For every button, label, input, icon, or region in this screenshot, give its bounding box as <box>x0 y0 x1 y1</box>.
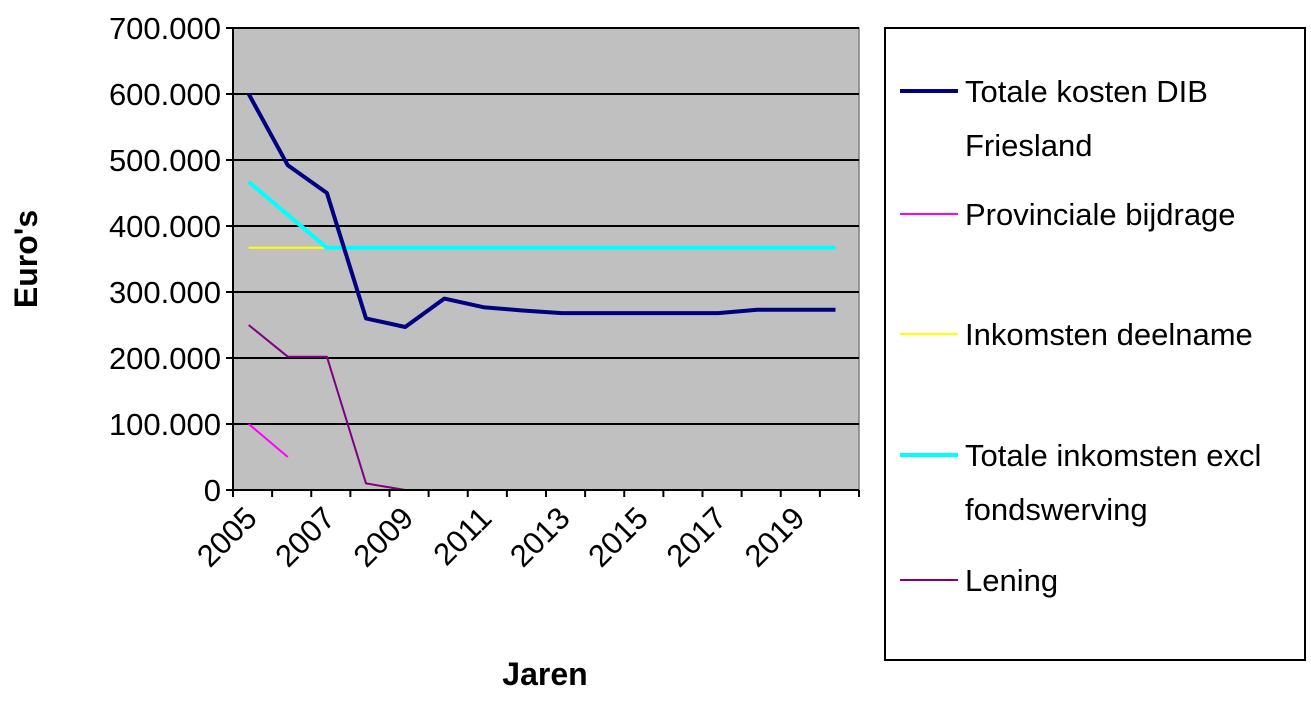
x-tick-label: 2005 <box>190 500 264 574</box>
legend-item-inkomsten-deelname: Inkomsten deelname <box>900 317 1253 352</box>
y-tick-label: 400.000 <box>109 209 221 244</box>
legend-label: Lening <box>965 563 1058 598</box>
y-tick-label: 0 <box>204 473 221 508</box>
x-tick-label: 2009 <box>347 500 421 574</box>
x-tick-label: 2017 <box>660 500 734 574</box>
legend-item-provinciale-bijdrage: Provinciale bijdrage <box>900 197 1236 232</box>
y-tick-label: 500.000 <box>109 143 221 178</box>
y-axis-title: Euro's <box>8 210 44 308</box>
legend-label: fondswerving <box>965 492 1148 527</box>
y-tick-label: 700.000 <box>109 11 221 46</box>
y-tick-label: 100.000 <box>109 407 221 442</box>
legend-label: Inkomsten deelname <box>965 317 1253 352</box>
x-ticks: 2005 2007 2009 2011 2013 2015 2017 2019 <box>190 490 860 574</box>
legend-label: Totale inkomsten excl <box>965 438 1261 473</box>
y-tick-label: 300.000 <box>109 275 221 310</box>
legend-item-totale-kosten: Totale kosten DIB Friesland <box>900 74 1208 163</box>
legend-label: Totale kosten DIB <box>965 74 1208 109</box>
x-tick-label: 2007 <box>268 500 342 574</box>
legend-label: Friesland <box>965 128 1093 163</box>
series-line-totale-inkomsten <box>247 180 836 250</box>
x-tick-label: 2011 <box>426 500 498 572</box>
legend-box <box>884 27 1306 661</box>
x-tick-label: 2015 <box>581 500 655 574</box>
y-tick-label: 600.000 <box>109 77 221 112</box>
legend-item-lening: Lening <box>900 563 1058 598</box>
y-tick-label: 200.000 <box>109 341 221 376</box>
series-line-provinciale-bijdrage <box>248 423 289 458</box>
series-line-totale-kosten <box>246 93 836 329</box>
x-tick-label: 2019 <box>738 500 812 574</box>
plot-area <box>232 27 860 491</box>
y-ticks: 0 100.000 200.000 300.000 400.000 500.000 600.… <box>109 11 233 508</box>
legend: Totale kosten DIB Friesland Provinciale bi… <box>900 74 1261 598</box>
x-tick-label: 2013 <box>503 500 577 574</box>
x-axis-title: Jaren <box>502 656 587 692</box>
legend-item-totale-inkomsten: Totale inkomsten excl fondswerving <box>900 438 1261 527</box>
legend-label: Provinciale bijdrage <box>965 197 1236 232</box>
